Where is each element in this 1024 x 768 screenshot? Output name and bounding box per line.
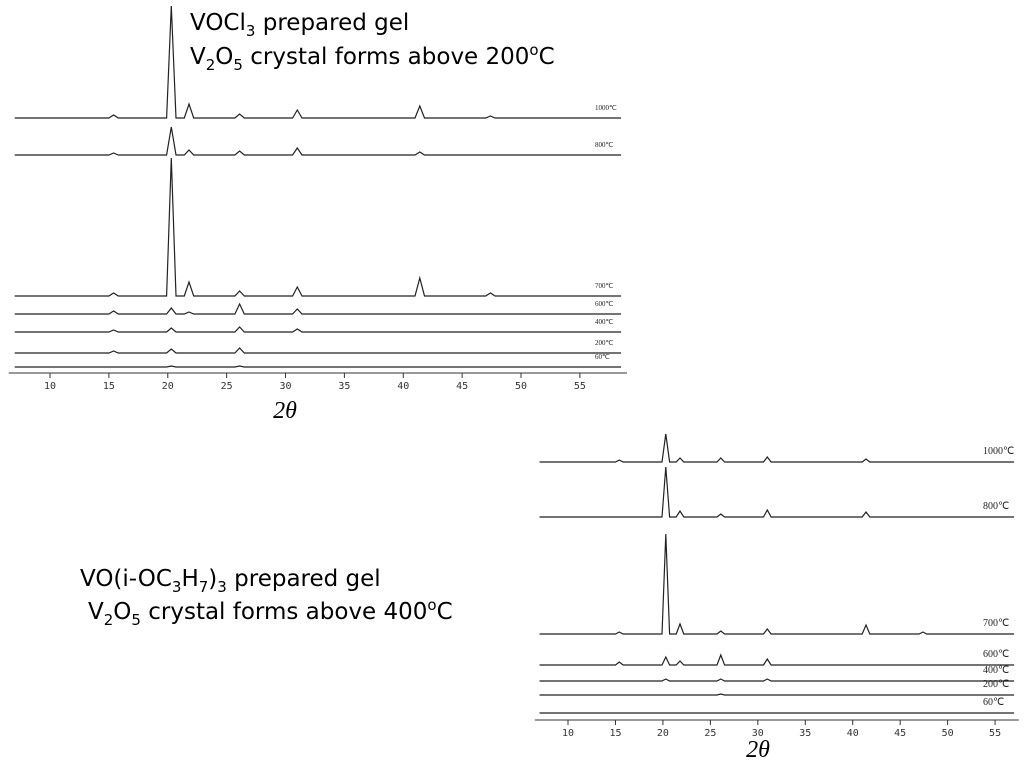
text: 7 <box>199 578 209 596</box>
x-tick-label: 10 <box>562 728 574 739</box>
trace-label: 800℃ <box>983 501 1009 512</box>
text: crystal forms above 400 <box>141 599 427 625</box>
text: 3 <box>172 578 182 596</box>
x-tick-label: 25 <box>221 381 233 392</box>
text: ) <box>208 566 217 592</box>
x-tick-label: 30 <box>279 381 291 392</box>
text: prepared gel <box>255 10 409 36</box>
text: C <box>539 44 555 70</box>
trace <box>14 347 622 354</box>
x-tick-label: 50 <box>515 381 527 392</box>
text: H <box>181 566 198 592</box>
text: 5 <box>233 56 243 74</box>
trace-label: 600℃ <box>595 300 614 308</box>
trace <box>539 653 1015 666</box>
x-tick-label: 35 <box>799 728 811 739</box>
x-tick-label: 20 <box>162 381 174 392</box>
x-tick-label: 30 <box>752 728 764 739</box>
x-tick-label: 15 <box>103 381 115 392</box>
trace <box>539 433 1015 463</box>
text: crystal forms above 200 <box>243 44 529 70</box>
text: V <box>88 599 104 625</box>
trace-label: 1000℃ <box>983 446 1014 457</box>
annotation: V2O5 crystal forms above 400oC <box>88 596 453 629</box>
text: O <box>113 599 131 625</box>
annotation: VOCl3 prepared gel <box>190 10 409 40</box>
trace-label: 700℃ <box>983 618 1009 629</box>
text: C <box>437 599 453 625</box>
trace-label: 800℃ <box>595 141 614 149</box>
x-tick-label: 10 <box>44 381 56 392</box>
x-tick-label: 40 <box>397 381 409 392</box>
trace-label: 1000℃ <box>595 104 617 112</box>
trace-label: 200℃ <box>983 679 1009 690</box>
x-axis-label: 2θ <box>273 398 297 424</box>
trace <box>539 533 1015 635</box>
text: VOCl <box>190 10 246 36</box>
text: 3 <box>246 22 256 40</box>
trace <box>539 678 1015 682</box>
text: o <box>427 596 436 614</box>
trace <box>14 126 622 156</box>
text: 2 <box>104 611 114 629</box>
text: 3 <box>217 578 227 596</box>
trace <box>14 5 622 119</box>
text: 5 <box>131 611 141 629</box>
trace <box>14 302 622 315</box>
x-tick-label: 45 <box>894 728 906 739</box>
text: o <box>529 41 538 59</box>
x-tick-label: 40 <box>847 728 859 739</box>
x-tick-label: 35 <box>338 381 350 392</box>
x-tick-label: 55 <box>989 728 1001 739</box>
trace-label: 400℃ <box>983 665 1009 676</box>
x-tick-label: 55 <box>574 381 586 392</box>
text: VO(i-OC <box>80 566 172 592</box>
trace <box>14 157 622 297</box>
x-axis-label: 2θ <box>746 737 770 763</box>
trace <box>14 365 622 368</box>
trace <box>539 693 1015 696</box>
trace-label: 200℃ <box>595 339 614 347</box>
trace-label: 600℃ <box>983 649 1009 660</box>
text: V <box>190 44 206 70</box>
trace <box>14 326 622 333</box>
annotation: VO(i-OC3H7)3 prepared gel <box>80 566 381 596</box>
trace-label: 700℃ <box>595 282 614 290</box>
text: prepared gel <box>227 566 381 592</box>
trace <box>539 466 1015 518</box>
text: 2 <box>206 56 216 74</box>
x-tick-label: 50 <box>942 728 954 739</box>
x-tick-label: 25 <box>704 728 716 739</box>
x-tick-label: 15 <box>609 728 621 739</box>
text: O <box>215 44 233 70</box>
x-tick-label: 45 <box>456 381 468 392</box>
annotation: V2O5 crystal forms above 200oC <box>190 41 555 74</box>
trace-label: 60℃ <box>983 697 1004 708</box>
x-tick-label: 20 <box>657 728 669 739</box>
trace-label: 60℃ <box>595 353 610 361</box>
trace-label: 400℃ <box>595 318 614 326</box>
